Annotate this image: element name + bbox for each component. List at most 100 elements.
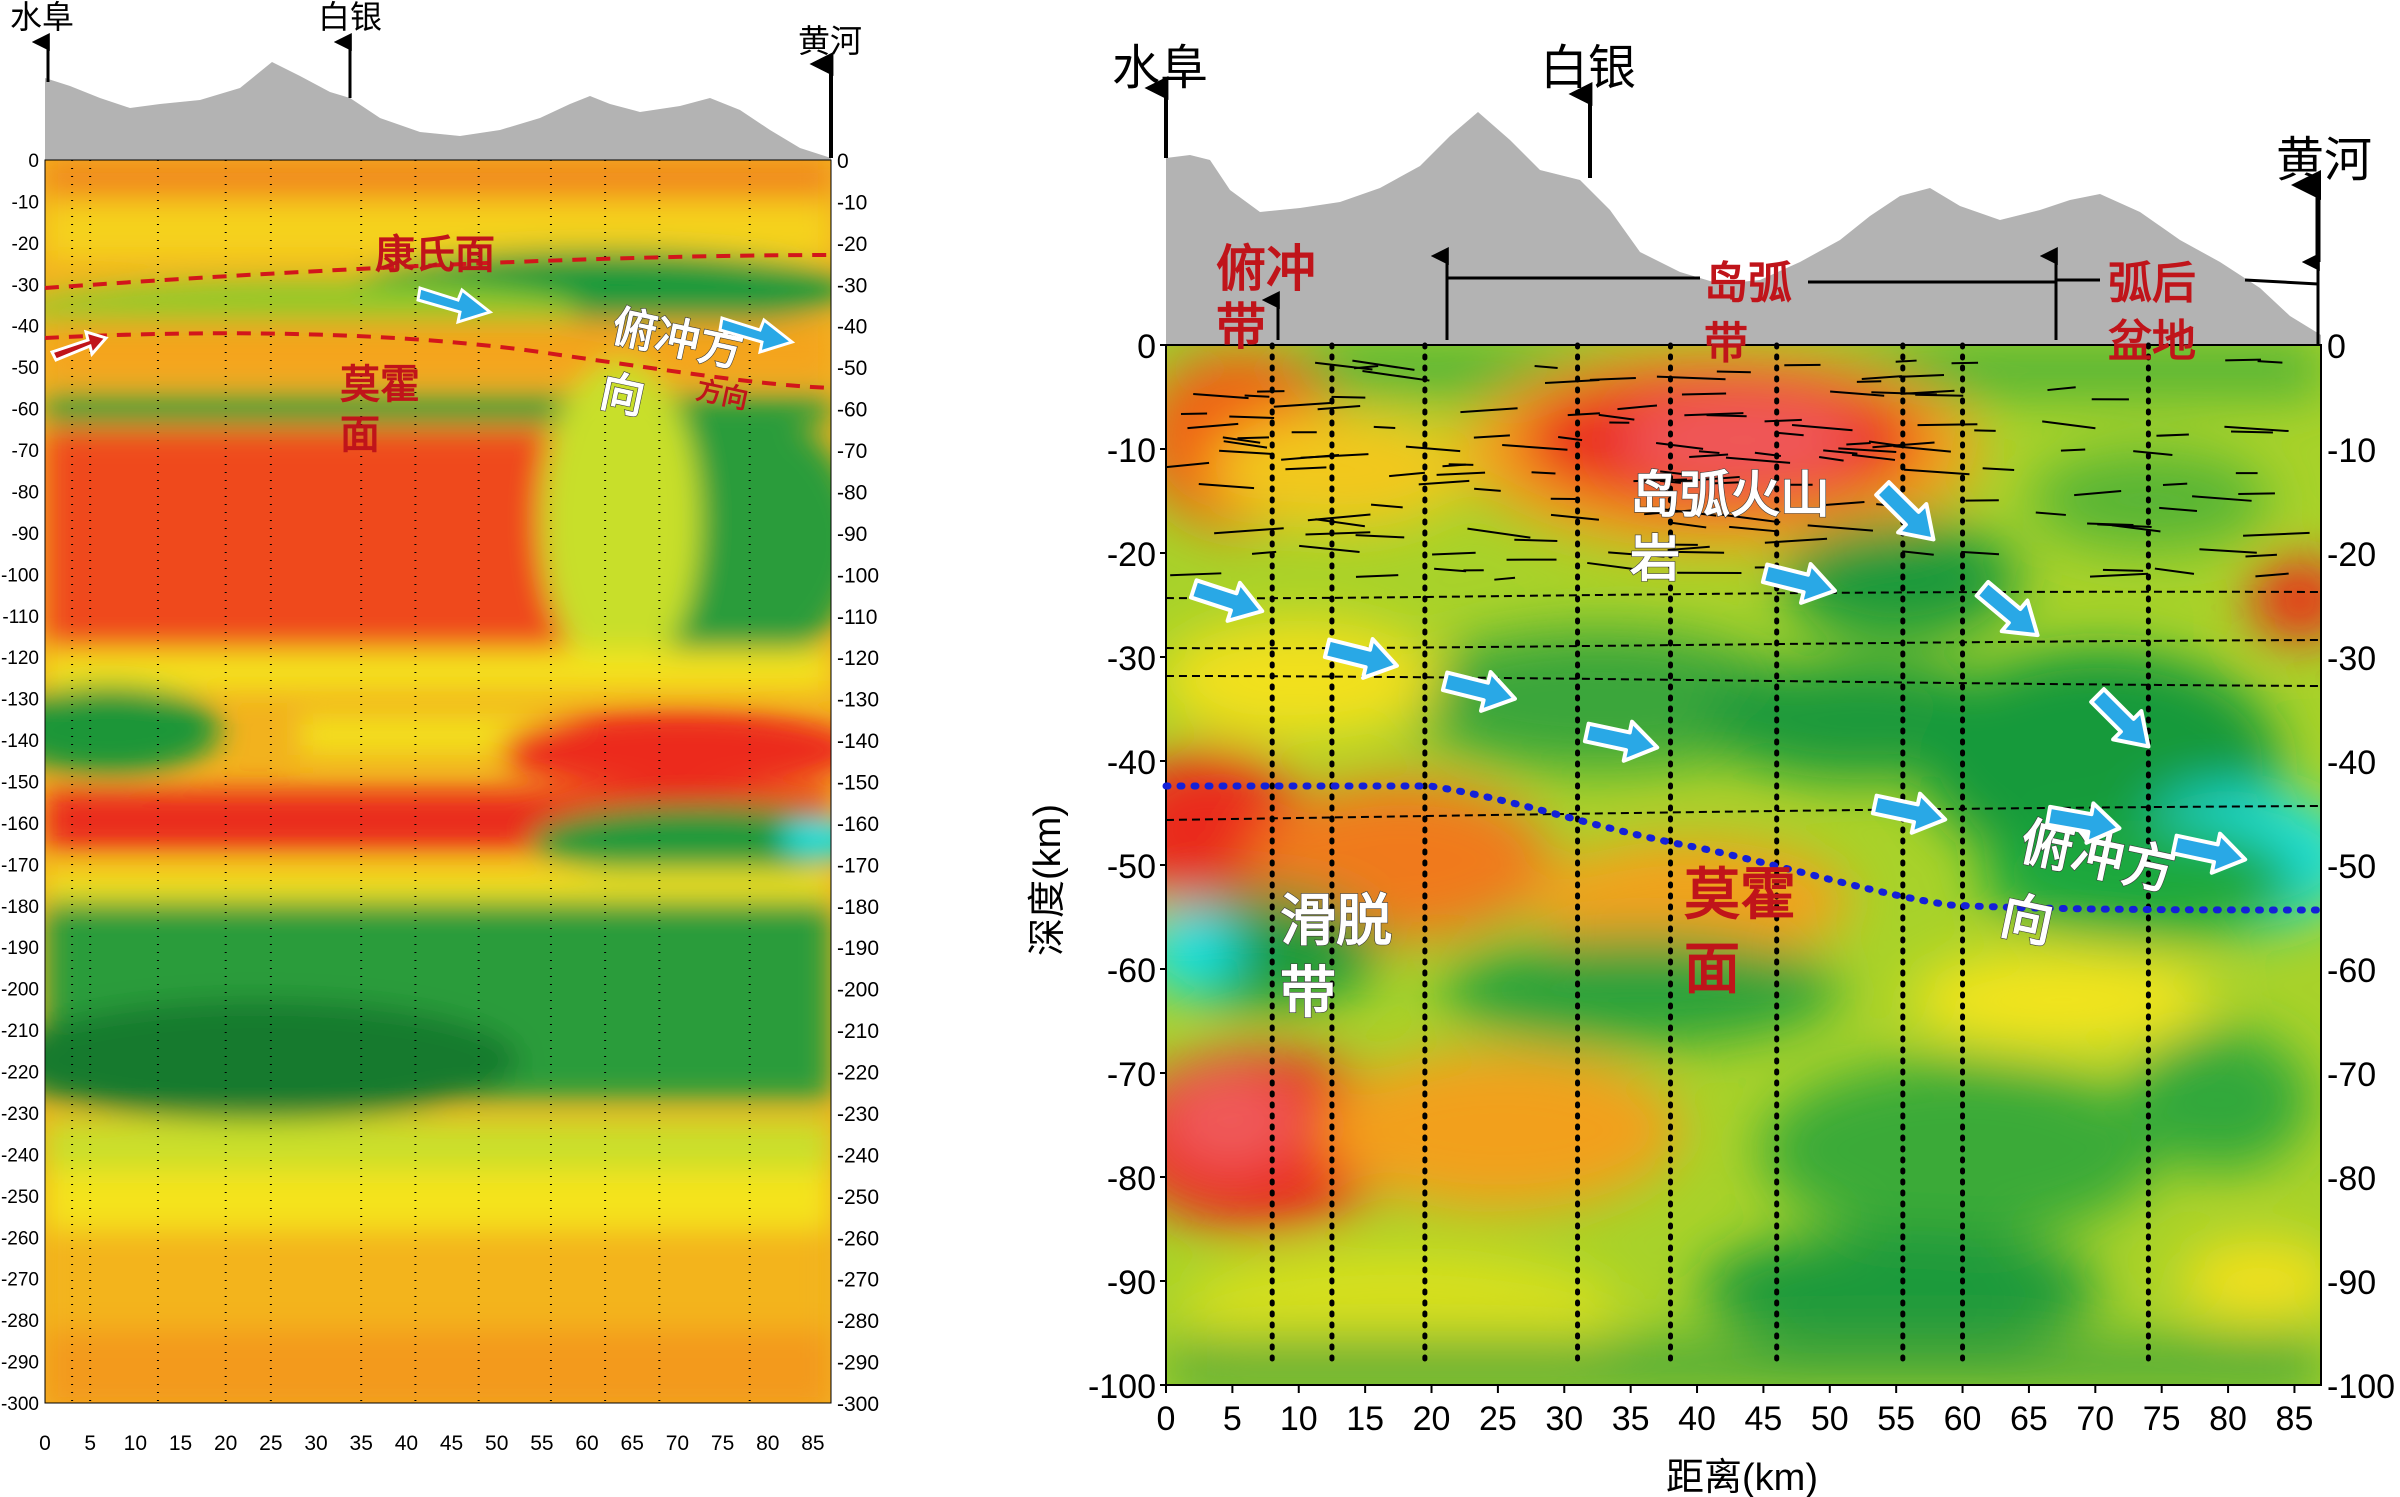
left-y-tick: -10 xyxy=(12,192,39,213)
fault-dash xyxy=(1587,561,1646,572)
left-x-tick: 85 xyxy=(801,1432,824,1455)
fault-dash xyxy=(1170,572,1222,577)
fault-dash xyxy=(1223,440,1268,449)
blue-direction-arrow xyxy=(1974,579,2040,638)
left-y-tick-right: 0 xyxy=(837,150,849,173)
fault-dash xyxy=(2255,572,2289,578)
left-y-tick: -30 xyxy=(12,275,39,296)
fault-dash xyxy=(1974,429,1996,432)
fault-dash xyxy=(1418,479,1470,486)
left-label-moho-2: 面 xyxy=(340,412,380,458)
fault-dash xyxy=(1434,567,1467,573)
fault-dash xyxy=(1720,513,1781,524)
left-y-tick: -200 xyxy=(1,980,39,1001)
right-y-tick: -70 xyxy=(1107,1056,1156,1094)
fault-dash xyxy=(1915,393,1964,397)
fault-dash xyxy=(1237,436,1270,440)
fault-dash xyxy=(1317,404,1361,411)
fault-dash xyxy=(1331,395,1366,399)
fault-dash xyxy=(1166,461,1210,469)
fault-dash xyxy=(1460,407,1518,414)
left-y-tick: -160 xyxy=(1,814,39,835)
fault-dash xyxy=(1729,525,1779,533)
blue-direction-arrow xyxy=(1582,719,1660,763)
left-y-tick: -240 xyxy=(1,1145,39,1166)
left-y-tick: -40 xyxy=(12,317,39,338)
right-y-tick-right: 0 xyxy=(2327,328,2346,366)
fault-dash xyxy=(1281,453,1340,461)
fault-dash xyxy=(2199,548,2257,554)
fault-dash xyxy=(1352,359,1415,371)
fault-dash xyxy=(1305,531,1371,536)
left-x-tick: 10 xyxy=(124,1432,147,1455)
fault-dash xyxy=(1187,422,1239,430)
left-y-tick-right: -220 xyxy=(837,1062,879,1085)
fault-dash xyxy=(2097,523,2152,529)
left-red-arrow xyxy=(49,329,109,362)
left-x-tick: 55 xyxy=(530,1432,553,1455)
fault-dash xyxy=(1674,475,1740,483)
right-x-tick: 5 xyxy=(1223,1400,1242,1438)
left-y-tick-right: -50 xyxy=(837,357,867,380)
left-y-tick: -270 xyxy=(1,1270,39,1291)
left-x-tick: 25 xyxy=(259,1432,282,1455)
fault-dash xyxy=(1830,390,1885,397)
right-place-mid: 白银 xyxy=(1540,40,1636,96)
right-y-tick: -30 xyxy=(1107,640,1156,678)
left-y-tick: -170 xyxy=(1,855,39,876)
fault-dash xyxy=(1389,471,1425,478)
left-label-conrad: 康氏面 xyxy=(375,232,495,278)
fault-dash xyxy=(1689,453,1729,458)
left-y-tick-right: -250 xyxy=(837,1186,879,1209)
fault-dash xyxy=(1432,551,1476,556)
right-x-tick: 85 xyxy=(2276,1400,2314,1438)
right-label-moho-1: 莫霍 xyxy=(1684,863,1796,928)
blue-direction-arrow xyxy=(1188,578,1265,623)
right-label-backarc-1: 弧后 xyxy=(2108,258,2196,309)
left-y-tick: -230 xyxy=(1,1104,39,1125)
left-place-mid: 白银 xyxy=(318,0,382,36)
right-x-tick: 50 xyxy=(1811,1400,1849,1438)
left-y-tick: -140 xyxy=(1,731,39,752)
left-y-tick-right: -300 xyxy=(837,1393,879,1416)
fault-dash xyxy=(1222,436,1261,444)
left-y-tick: -290 xyxy=(1,1353,39,1374)
fault-dash xyxy=(1644,508,1703,516)
fault-dash xyxy=(1198,483,1255,490)
right-label-volcanic-2: 岩 xyxy=(1630,530,1680,588)
fault-dash xyxy=(1791,423,1853,432)
left-place-west: 水阜 xyxy=(10,0,74,36)
fault-dash xyxy=(1851,453,1896,461)
left-moho-line xyxy=(44,331,832,390)
left-y-tick: -220 xyxy=(1,1063,39,1084)
fault-dash xyxy=(2162,482,2188,487)
fault-dash xyxy=(1667,545,1710,552)
left-y-tick: -80 xyxy=(12,482,39,503)
fault-dash xyxy=(1684,412,1744,417)
right-label-thrust-2: 向 xyxy=(1995,886,2058,956)
right-x-tick: 65 xyxy=(2010,1400,2048,1438)
left-y-tick: -280 xyxy=(1,1311,39,1332)
right-y-tick-right: -50 xyxy=(2327,848,2376,886)
left-x-tick: 30 xyxy=(304,1432,327,1455)
left-x-tick: 15 xyxy=(169,1432,192,1455)
fault-dash xyxy=(1674,550,1725,554)
right-y-tick-right: -10 xyxy=(2327,432,2376,470)
fault-dash xyxy=(2238,492,2275,496)
blue-direction-arrow xyxy=(1760,562,1837,605)
left-x-tick: 75 xyxy=(711,1432,734,1455)
left-x-tick: 60 xyxy=(575,1432,598,1455)
left-x-axis: 0 5 10 15 20 25 30 35 40 45 50 55 60 65 70 75 80 85 xyxy=(39,1432,824,1455)
left-section-panel: 水阜 白银 黄河 康氏面 莫霍 面 俯冲方 向 方向 0-10-20-30-40… xyxy=(1,0,879,1455)
right-y-tick: -90 xyxy=(1107,1264,1156,1302)
right-x-tick: 40 xyxy=(1678,1400,1716,1438)
right-label-arc-1: 岛弧 xyxy=(1704,258,1792,309)
fault-dash xyxy=(1871,391,1937,396)
right-y-axis: 0 -10 -20 -30 -40 -50 -60 -70 -80 -90 -100 xyxy=(1088,328,1166,1406)
fault-dash xyxy=(1608,551,1665,558)
fault-dash xyxy=(1838,447,1897,454)
left-y-tick-right: -120 xyxy=(837,647,879,670)
left-y-tick: -190 xyxy=(1,938,39,959)
right-y-tick: -100 xyxy=(1088,1368,1156,1406)
